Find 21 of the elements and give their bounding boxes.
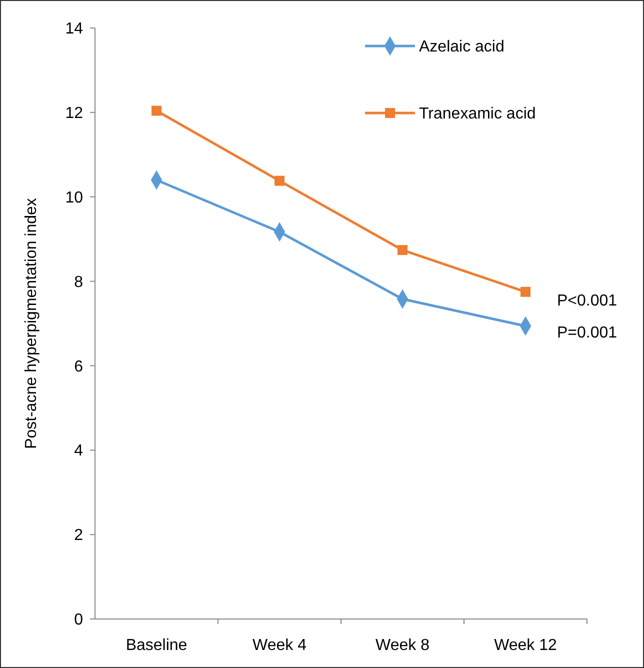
x-tick-label: Week 8 — [376, 637, 430, 654]
legend-label: Azelaic acid — [419, 38, 504, 56]
x-tick-label: Week 12 — [494, 637, 558, 654]
point — [520, 286, 530, 297]
annotation: P=0.001 — [557, 324, 618, 342]
y-tick-label: 0 — [74, 612, 84, 629]
y-axis-title: Post-acne hyperpigmentation index — [23, 198, 40, 449]
x-tick-label: Week 4 — [252, 637, 307, 654]
x-tick-label: Baseline — [126, 637, 188, 654]
legend-label: Tranexamic acid — [419, 106, 536, 123]
y-tick-label: 12 — [65, 105, 84, 122]
point — [398, 245, 408, 256]
point — [152, 106, 162, 116]
y-tick-label: 6 — [74, 358, 84, 376]
y-tick-label: 10 — [65, 189, 84, 206]
y-tick-label: 8 — [74, 274, 84, 291]
y-tick-label: 14 — [65, 20, 84, 38]
y-tick-label: 4 — [74, 442, 84, 460]
annotation: P<0.001 — [557, 292, 618, 310]
y-tick-label: 2 — [74, 527, 84, 544]
point — [274, 176, 284, 186]
